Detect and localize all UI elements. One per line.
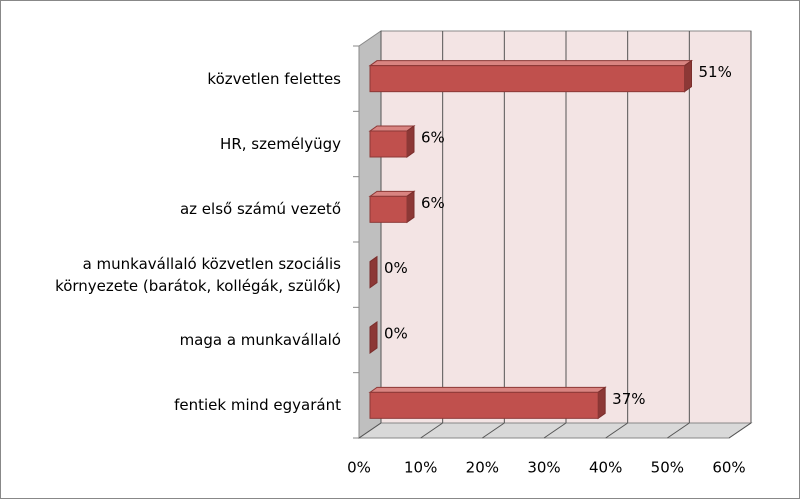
bar-side bbox=[684, 59, 692, 93]
y-tick-label: a munkavállaló közvetlen szociális körny… bbox=[55, 254, 341, 295]
bar-side bbox=[406, 190, 415, 224]
y-tick-label: közvetlen felettes bbox=[207, 69, 341, 88]
floor-grid-line bbox=[420, 422, 443, 439]
y-tick-label: HR, személyügy bbox=[220, 135, 341, 153]
x-tick-label: 30% bbox=[527, 459, 560, 477]
bar-top bbox=[368, 386, 607, 393]
bar bbox=[368, 386, 607, 420]
value-label: 51% bbox=[699, 63, 732, 81]
bar-front bbox=[369, 195, 408, 223]
bar bbox=[368, 125, 416, 158]
bar-side bbox=[406, 125, 415, 158]
floor-grid-line bbox=[605, 422, 628, 439]
floor-grid-line bbox=[543, 422, 567, 439]
y-tick-label: az első számú vezető bbox=[179, 200, 341, 219]
x-tick-label: 0% bbox=[347, 459, 371, 477]
x-tick-label: 20% bbox=[466, 459, 499, 477]
x-tick-label: 50% bbox=[651, 459, 684, 477]
bar-top bbox=[368, 60, 694, 67]
value-label: 6% bbox=[421, 194, 445, 212]
bar-front bbox=[369, 65, 685, 93]
bar-side bbox=[597, 386, 606, 420]
x-tick-label: 10% bbox=[404, 459, 437, 477]
bar-front bbox=[369, 130, 408, 158]
x-tick-label: 60% bbox=[712, 459, 745, 477]
value-label: 0% bbox=[384, 325, 408, 343]
floor-grid-line bbox=[358, 422, 382, 439]
value-label: 6% bbox=[421, 129, 445, 147]
y-tick-label: maga a munkavállaló bbox=[179, 331, 341, 349]
bar bbox=[369, 255, 378, 289]
bar bbox=[369, 321, 378, 354]
bar-front bbox=[369, 391, 599, 419]
value-label: 37% bbox=[612, 390, 645, 408]
floor-grid-line bbox=[728, 422, 752, 439]
floor-grid-line bbox=[482, 422, 505, 439]
bar bbox=[368, 190, 416, 224]
bar-side bbox=[369, 321, 378, 354]
floor-grid-line bbox=[667, 422, 690, 439]
x-tick-label: 40% bbox=[589, 459, 622, 477]
bar bbox=[368, 59, 694, 93]
value-label: 0% bbox=[384, 259, 408, 277]
y-tick-label: fentiek mind egyaránt bbox=[174, 396, 341, 415]
bar-side bbox=[369, 255, 378, 289]
